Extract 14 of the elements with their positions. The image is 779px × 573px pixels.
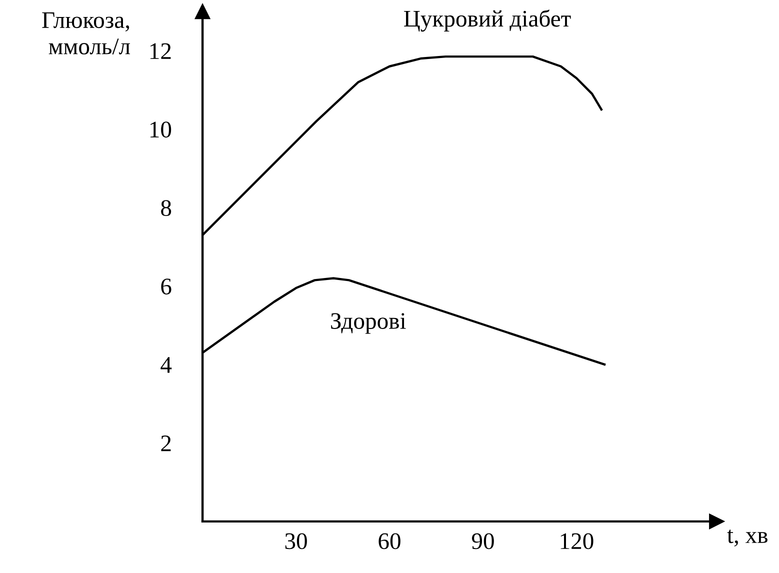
y-tick-label: 10 [150,122,172,138]
y-tick-label: 8 [161,200,172,216]
x-tick-label: 120 [560,533,594,550]
x-tick-label: 90 [472,533,494,550]
y-tick-label: 4 [160,357,172,373]
x-axis-title: t, хв [727,530,768,547]
series-label: Цукровий діабет [404,10,571,32]
x-tick-label: 30 [285,533,307,550]
series-label: Здорові [331,313,406,334]
x-tick-label: 60 [378,533,400,550]
y-tick-label: 6 [161,278,172,294]
y-tick-label: 2 [161,436,171,452]
y-axis-title: Глюкоза, ммоль/л [42,12,130,54]
y-tick-label: 12 [150,43,171,59]
